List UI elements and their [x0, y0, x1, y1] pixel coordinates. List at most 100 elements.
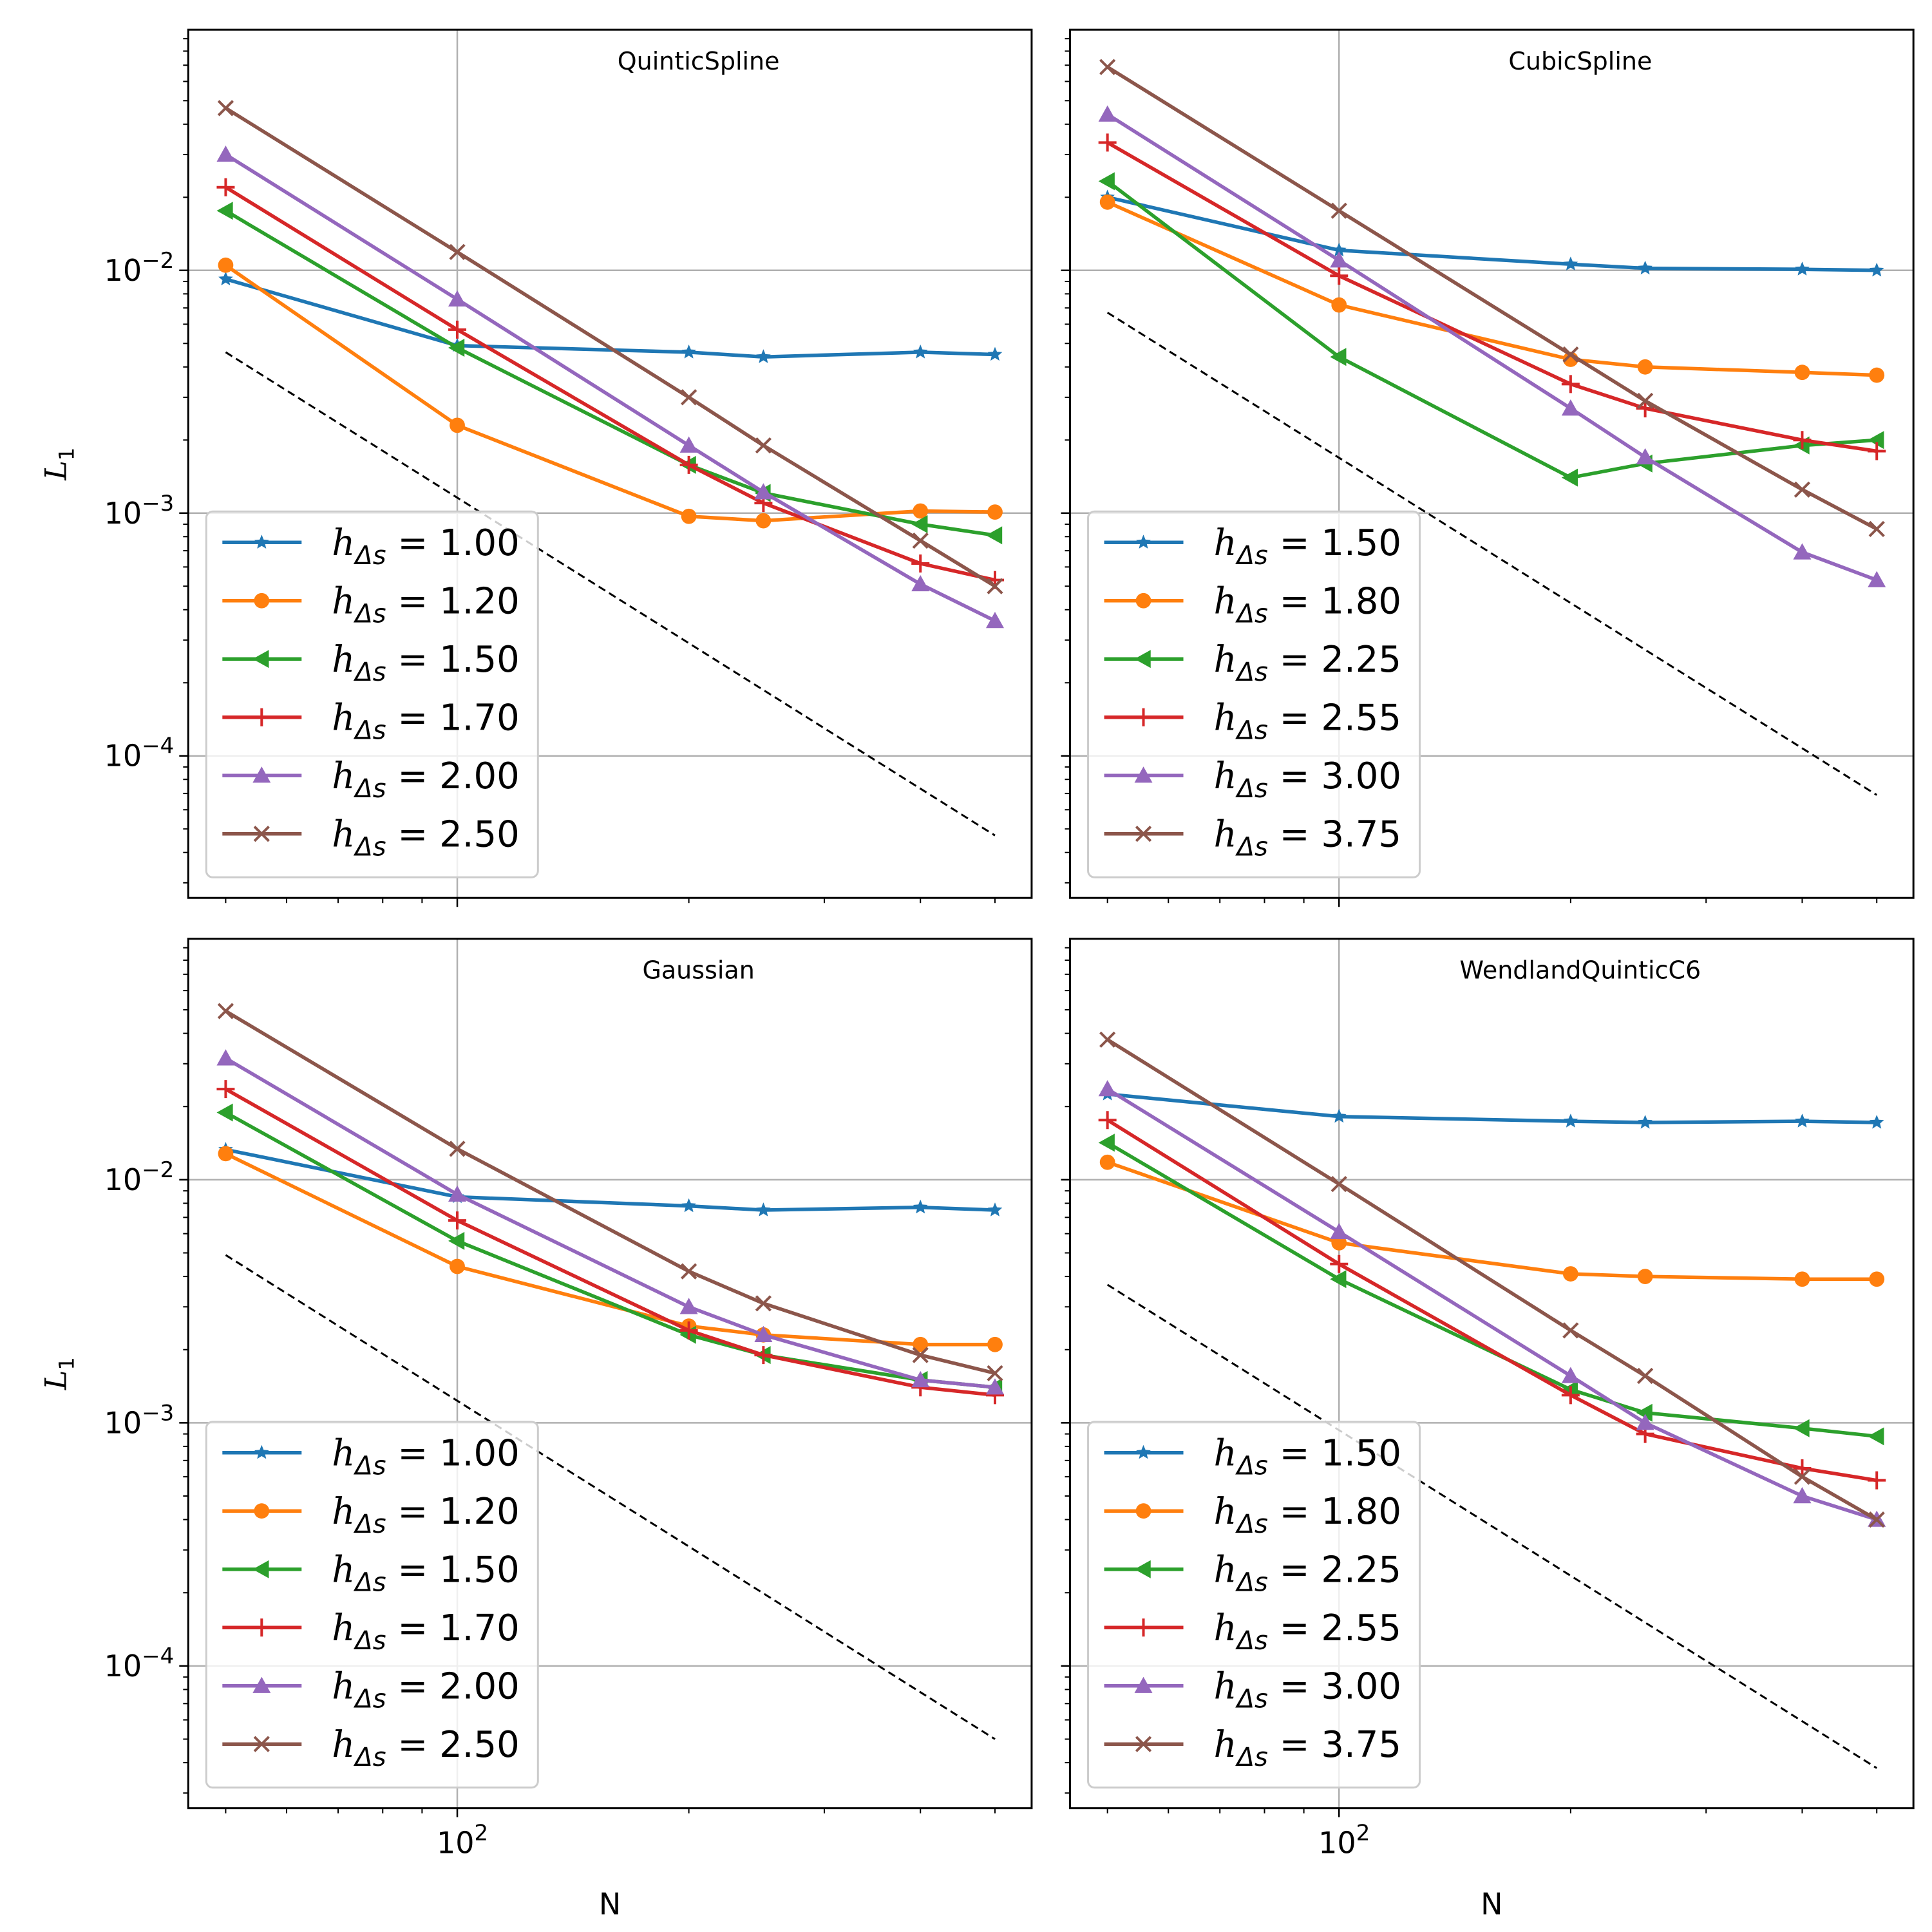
panel-title: WendlandQuinticC6: [1460, 956, 1701, 985]
marker-triangle-up: [679, 1298, 698, 1314]
panel-title: CubicSpline: [1508, 47, 1652, 75]
series-line-h1_20: [225, 1151, 995, 1347]
series-group: [1098, 1031, 1886, 1528]
marker-circle: [1794, 365, 1810, 381]
marker-x: [755, 1295, 772, 1312]
x-tick-label: 102: [437, 1821, 488, 1861]
marker-x: [1562, 1322, 1579, 1339]
legend-item: hΔs = 1.70: [222, 697, 520, 746]
marker-triangle-up: [216, 1049, 235, 1066]
marker-circle: [913, 1336, 929, 1352]
marker-triangle-left: [1868, 1427, 1884, 1446]
series-line-h1_80: [1106, 200, 1877, 377]
legend-item: hΔs = 1.50: [1104, 522, 1401, 571]
legend: hΔs = 1.50 hΔs = 1.80 hΔs = 2.25 hΔs = 2.55…: [1087, 1421, 1421, 1789]
marker-x: [253, 1736, 270, 1752]
marker-triangle-up: [448, 290, 467, 307]
marker-triangle-up: [448, 1185, 467, 1202]
marker-plus: [1793, 431, 1812, 450]
marker-triangle-left: [1868, 431, 1884, 450]
marker-x: [1562, 346, 1579, 363]
y-tick-label: 10−4: [104, 1643, 175, 1683]
marker-triangle-up: [216, 145, 235, 162]
marker-star: [1638, 1115, 1653, 1129]
marker-triangle-up: [252, 766, 271, 783]
marker-plus: [252, 1618, 271, 1637]
legend-frame: [1087, 510, 1421, 878]
marker-star: [254, 1444, 269, 1459]
marker-triangle-up: [911, 574, 930, 592]
marker-circle: [450, 1258, 465, 1274]
series-line-h1_50: [1107, 195, 1877, 272]
marker-x: [253, 826, 270, 842]
marker-circle: [1869, 367, 1885, 383]
legend-item: hΔs = 2.00: [222, 755, 520, 804]
marker-triangle-up: [252, 1676, 271, 1693]
reference-slope-line: [1106, 1283, 1878, 1769]
marker-triangle-up: [1330, 1222, 1349, 1240]
marker-triangle-up: [1098, 1080, 1117, 1097]
marker-x: [1099, 59, 1116, 75]
series-line-h2_50: [224, 106, 996, 588]
marker-star: [1563, 1113, 1578, 1128]
marker-circle: [1099, 194, 1115, 210]
legend-item: hΔs = 1.50: [222, 639, 520, 687]
marker-plus: [448, 320, 467, 339]
series-line-h1_70: [225, 1087, 996, 1397]
marker-plus: [1793, 1459, 1812, 1477]
legend-label: hΔs = 3.00: [1214, 1666, 1402, 1714]
series-line-h1_70: [224, 185, 996, 582]
marker-plus: [1098, 1111, 1117, 1130]
marker-plus: [754, 1346, 773, 1365]
series-line-h2_25: [1106, 1141, 1877, 1439]
marker-triangle-left: [216, 202, 233, 220]
legend-item: hΔs = 2.25: [1104, 639, 1402, 687]
panel-title: QuinticSpline: [618, 47, 780, 75]
legend-label: hΔs = 1.80: [1214, 581, 1402, 629]
marker-star: [681, 345, 696, 359]
marker-plus: [679, 455, 698, 474]
marker-circle: [218, 257, 234, 273]
marker-triangle-up: [985, 1378, 1004, 1395]
marker-triangle-up: [1134, 1676, 1153, 1693]
marker-triangle-left: [1636, 1403, 1653, 1422]
marker-triangle-left: [1098, 172, 1115, 191]
marker-x: [449, 243, 466, 260]
marker-triangle-up: [911, 1370, 930, 1388]
panel-title: Gaussian: [642, 956, 754, 985]
marker-circle: [1869, 1271, 1885, 1287]
marker-x: [681, 1263, 697, 1280]
marker-triangle-left: [1330, 1270, 1347, 1289]
marker-triangle-up: [985, 612, 1004, 629]
marker-triangle-left: [1793, 1419, 1810, 1437]
marker-triangle-left: [1134, 1560, 1151, 1578]
marker-triangle-up: [1868, 571, 1886, 587]
marker-circle: [1135, 1503, 1151, 1519]
marker-triangle-up: [1636, 1414, 1654, 1430]
marker-x: [1099, 1031, 1116, 1048]
legend-item: hΔs = 3.00: [1104, 1666, 1402, 1714]
reference-slope-line: [1106, 312, 1878, 796]
marker-x: [449, 1141, 466, 1157]
series-line-h2_55: [1106, 1118, 1877, 1482]
marker-circle: [218, 1146, 234, 1162]
legend-label: hΔs = 1.50: [332, 1549, 520, 1598]
y-tick-label: 10−2: [104, 1157, 175, 1197]
series-line-h2_50: [224, 1009, 996, 1375]
marker-plus: [1098, 133, 1117, 152]
marker-circle: [681, 508, 697, 524]
series-group: [216, 1003, 1004, 1405]
legend-item: hΔs = 2.55: [1104, 1607, 1401, 1656]
marker-x: [1637, 1367, 1654, 1385]
marker-x: [217, 100, 234, 117]
series-line-h1_20: [224, 263, 996, 523]
marker-circle: [987, 1336, 1003, 1352]
legend-label: hΔs = 2.50: [332, 814, 520, 862]
legend-label: hΔs = 2.25: [1214, 639, 1402, 687]
legend-item: hΔs = 2.50: [222, 1724, 520, 1772]
marker-star: [1869, 1115, 1884, 1129]
y-axis-label: L1: [38, 1357, 79, 1390]
marker-plus: [216, 178, 235, 196]
marker-star: [1136, 535, 1151, 549]
